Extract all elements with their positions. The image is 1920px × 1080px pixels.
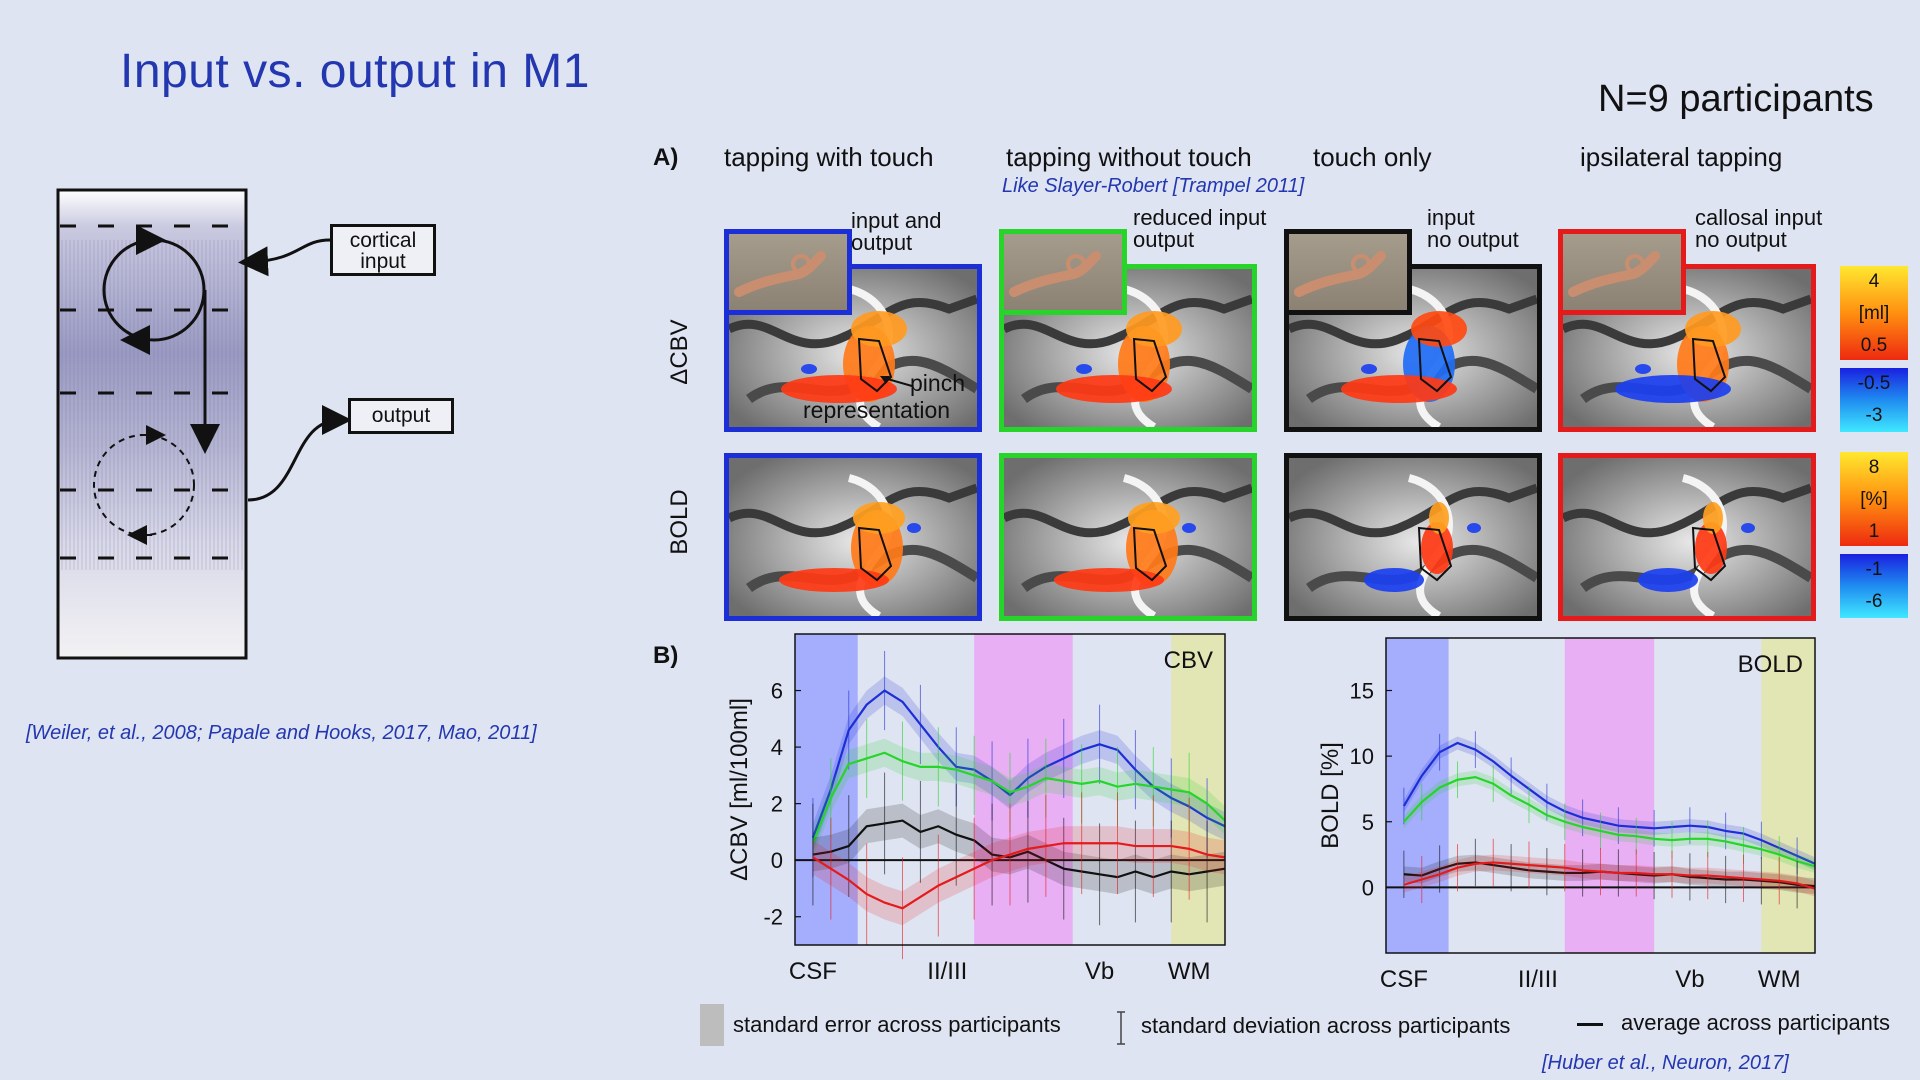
bold-ytick-label: 5 [1362, 810, 1374, 835]
bold-map-3 [1284, 453, 1542, 621]
bold-negative-colorbar: -1 -6 [1840, 554, 1908, 618]
hand-photo-4 [1558, 229, 1686, 315]
condition-desc-4: callosal input no output [1695, 205, 1823, 252]
bold-line-1 [1403, 775, 1816, 868]
cbv-scale-unit: [ml] [1858, 303, 1890, 324]
cbv-xtick-label: II/III [927, 958, 967, 985]
pinch-annotation: pinch [910, 370, 965, 396]
bold-layer-band-1 [1564, 638, 1655, 953]
bold-map-2 [999, 453, 1257, 621]
cbv-layer-band-0 [795, 634, 858, 945]
cbv-ytick-label: 4 [771, 735, 783, 760]
legend-se-swatch [700, 1004, 724, 1046]
bold-scale-max: 8 [1868, 457, 1880, 478]
panel-a-label: A) [653, 144, 679, 171]
legend-sd-label: standard deviation across participants [1141, 1013, 1511, 1038]
bold-profile-chart: 0 5 10 15 CSF II/III Vb WM BOLD BOLD [%] [1317, 637, 1816, 990]
bold-xtick-label: Vb [1675, 966, 1704, 990]
row-label-bold: BOLD [666, 489, 693, 555]
bold-se-band-1 [1403, 770, 1815, 873]
bold-ylabel: BOLD [%] [1317, 742, 1344, 849]
bold-title: BOLD [1738, 651, 1803, 678]
bold-frame [1385, 637, 1816, 954]
panel-b-label: B) [653, 642, 679, 669]
cbv-title: CBV [1164, 647, 1213, 674]
cbv-layer-band-1 [974, 634, 1073, 945]
cbv-xtick-label: Vb [1085, 958, 1114, 985]
bold-ytick-label: 10 [1350, 744, 1374, 769]
bold-se-band-3 [1403, 854, 1815, 897]
cbv-scale-neg-bottom: -3 [1865, 405, 1883, 426]
participants-count: N=9 participants [1598, 78, 1874, 120]
bold-xtick-label: II/III [1518, 966, 1558, 990]
bold-line-3 [1403, 861, 1816, 890]
cbv-positive-colorbar: 4 [ml] 0.5 [1840, 266, 1908, 360]
slide-title: Input vs. output in M1 [120, 45, 590, 98]
cbv-se-band-1 [812, 738, 1225, 858]
cbv-line-2 [812, 819, 1226, 879]
bold-xtick-label: CSF [1380, 966, 1428, 990]
condition-header-4: ipsilateral tapping [1580, 142, 1783, 172]
hand-photo-1 [724, 229, 852, 315]
condition-desc-1: input and output [851, 208, 942, 255]
cbv-ylabel: ΔCBV [ml/100ml] [726, 698, 753, 881]
cbv-map-4 [1558, 229, 1821, 437]
bold-se-band-0 [1403, 736, 1815, 871]
cbv-negative-colorbar: -0.5 -3 [1840, 368, 1908, 432]
cbv-ytick-label: 0 [771, 848, 783, 873]
condition-header-3: touch only [1313, 142, 1432, 172]
pinch-arrow-icon [880, 376, 913, 387]
cbv-scale-min: 0.5 [1860, 335, 1888, 356]
cbv-map-3 [1284, 229, 1547, 437]
bold-positive-colorbar: 8 [%] 1 [1840, 452, 1908, 546]
cortex-layer-diagram [56, 188, 352, 660]
condition-desc-3: input no output [1427, 205, 1519, 252]
bottom-citation: [Huber et al., Neuron, 2017] [1542, 1052, 1789, 1074]
bold-map-1 [724, 453, 982, 621]
cbv-ytick-label: 6 [771, 679, 783, 704]
cbv-frame [794, 633, 1226, 946]
bold-scale-min: 1 [1868, 521, 1880, 542]
row-label-cbv: ΔCBV [666, 319, 693, 385]
legend-avg-label: average across participants [1621, 1010, 1891, 1035]
cbv-se-band-2 [812, 803, 1225, 895]
cbv-scale-neg-top: -0.5 [1857, 373, 1891, 394]
bold-ytick-label: 15 [1350, 679, 1374, 704]
output-box: output [348, 398, 454, 434]
cbv-layer-band-2 [1171, 634, 1225, 945]
slayer-robert-note: Like Slayer-Robert [Trampel 2011] [1002, 175, 1305, 197]
legend-avg-line [1577, 1023, 1603, 1026]
bold-scale-unit: [%] [1860, 489, 1888, 510]
representation-annotation: representation [803, 397, 951, 423]
legend-sd-icon [1117, 1011, 1125, 1045]
cbv-line-0 [811, 689, 1226, 838]
bold-ytick-label: 0 [1362, 875, 1374, 900]
bold-layer-band-2 [1761, 638, 1815, 953]
left-citation: [Weiler, et al., 2008; Papale and Hooks,… [26, 722, 537, 744]
condition-header-1: tapping with touch [724, 142, 934, 172]
bold-scale-neg-bottom: -6 [1865, 591, 1883, 612]
bold-xtick-label: WM [1758, 966, 1801, 990]
condition-desc-2: reduced input output [1133, 205, 1267, 252]
cbv-ytick-label: -2 [763, 905, 783, 930]
cbv-ytick-label: 2 [771, 792, 783, 817]
cortical-input-box: cortical input [330, 224, 436, 276]
legend-se-label: standard error across participants [733, 1012, 1061, 1037]
cbv-line-3 [812, 842, 1226, 910]
bold-layer-band-0 [1386, 638, 1449, 953]
bold-map-4 [1558, 453, 1816, 621]
cbv-line-1 [811, 751, 1226, 844]
cbv-xtick-label: CSF [789, 958, 837, 985]
cbv-xtick-label: WM [1168, 958, 1211, 985]
condition-header-2: tapping without touch [1006, 142, 1252, 172]
bold-line-0 [1402, 741, 1816, 865]
cbv-profile-chart: -2 0 2 4 6 CSF II/III Vb WM CBV ΔCBV [ml/100ml] [726, 633, 1226, 985]
hand-photo-2 [999, 229, 1127, 315]
bold-scale-neg-top: -1 [1865, 559, 1883, 580]
cbv-map-2 [999, 229, 1262, 437]
cbv-scale-max: 4 [1868, 271, 1880, 292]
cbv-map-1 [724, 229, 987, 437]
hand-photo-3 [1284, 229, 1412, 315]
